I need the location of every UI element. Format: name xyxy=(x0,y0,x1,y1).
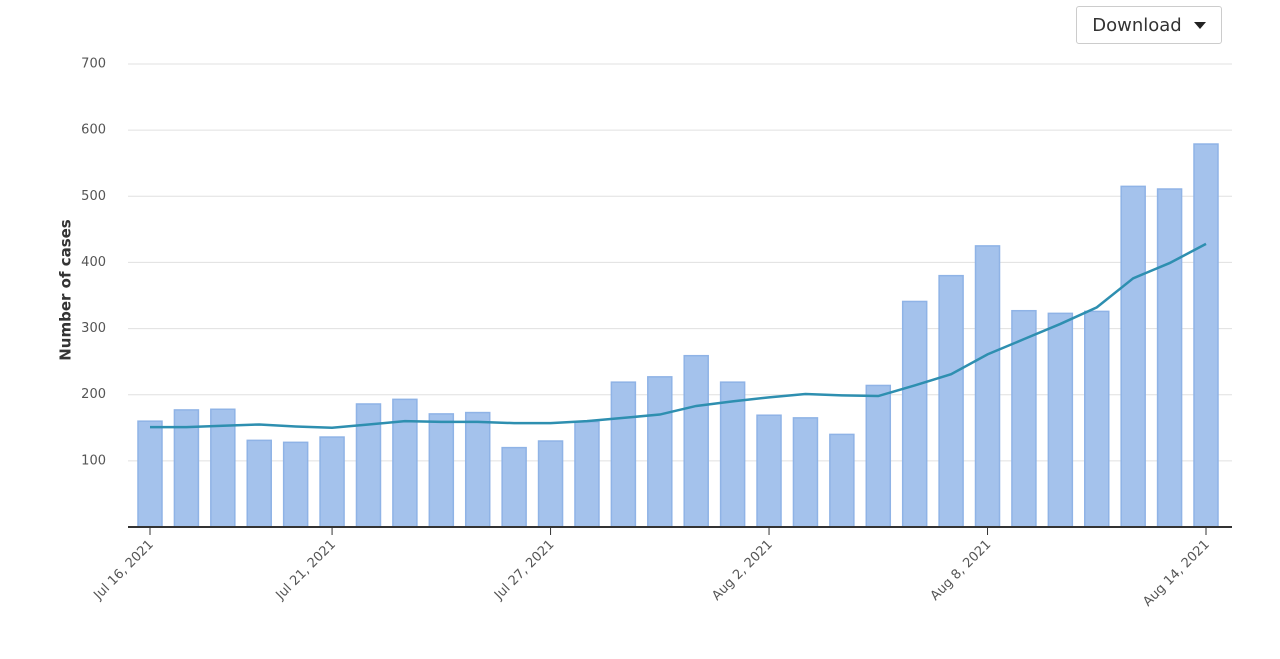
bar xyxy=(938,274,964,528)
bar xyxy=(210,408,236,528)
bar xyxy=(537,440,564,528)
bar xyxy=(392,398,418,528)
bar xyxy=(683,354,709,528)
bar xyxy=(464,411,491,528)
bar xyxy=(719,381,746,528)
bar xyxy=(1193,143,1219,528)
x-tick-label: Jul 27, 2021 xyxy=(491,537,557,603)
bar xyxy=(1084,310,1110,528)
bar xyxy=(1120,185,1146,528)
bar xyxy=(1047,312,1074,528)
bar xyxy=(792,417,819,528)
bar xyxy=(865,384,892,528)
bar xyxy=(1156,188,1183,528)
bar xyxy=(756,414,782,528)
bar xyxy=(428,413,455,528)
bar xyxy=(501,446,527,528)
y-axis-label: Number of cases xyxy=(57,219,75,361)
y-tick-label: 400 xyxy=(81,255,106,270)
bar xyxy=(574,421,600,528)
x-tick-label: Jul 16, 2021 xyxy=(91,537,157,603)
bar xyxy=(829,433,855,528)
x-tick-label: Aug 2, 2021 xyxy=(709,537,776,604)
x-tick-label: Aug 8, 2021 xyxy=(928,537,995,604)
bar xyxy=(137,420,163,528)
y-tick-label: 700 xyxy=(81,57,106,72)
bar xyxy=(246,439,272,528)
y-tick-label: 500 xyxy=(81,189,106,204)
bar xyxy=(901,300,928,528)
y-tick-label: 200 xyxy=(81,387,106,402)
caret xyxy=(1193,21,1206,29)
bar xyxy=(319,436,345,528)
bar xyxy=(355,403,382,528)
y-tick-label: 300 xyxy=(81,321,106,336)
x-tick-label: Jul 21, 2021 xyxy=(273,537,339,603)
bar xyxy=(647,376,673,528)
download-label: Download xyxy=(1092,14,1182,36)
bar xyxy=(610,381,637,528)
x-tick-label: Aug 14, 2021 xyxy=(1140,537,1212,609)
bar xyxy=(974,245,1001,528)
trend-line xyxy=(150,242,1207,430)
y-tick-label: 600 xyxy=(81,123,106,138)
y-tick-label: 100 xyxy=(81,453,106,468)
bar xyxy=(282,441,309,528)
download-button[interactable]: Download xyxy=(1076,6,1222,44)
